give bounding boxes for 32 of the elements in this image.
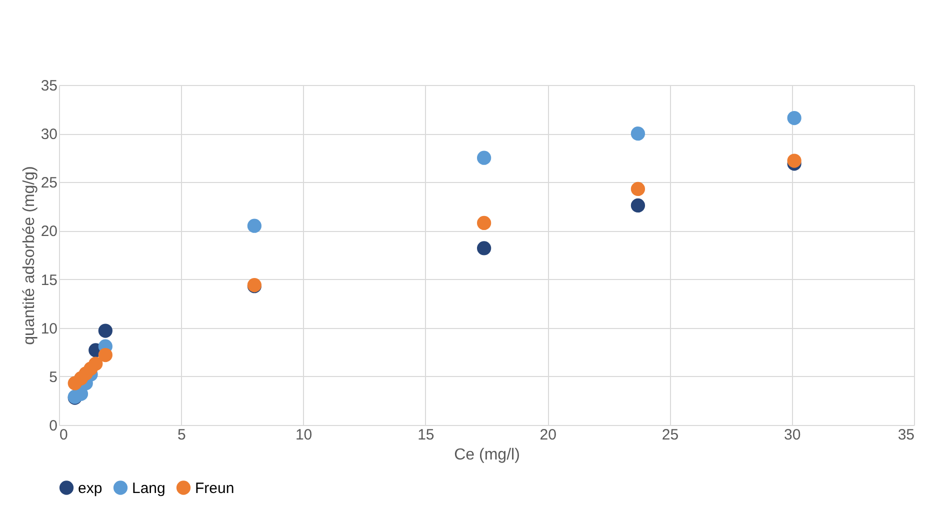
point	[247, 218, 262, 233]
y-tick-label: 25	[40, 174, 58, 192]
point	[88, 356, 103, 371]
x-tick-label: 10	[295, 426, 312, 444]
point	[630, 182, 646, 196]
x-tick-label: 5	[177, 426, 186, 444]
x-axis-title: Ce (mg/l)	[454, 446, 520, 464]
y-tick-label: 5	[49, 368, 58, 386]
y-tick-label: 20	[40, 223, 58, 240]
point	[630, 198, 646, 213]
x-tick-label: 35	[898, 426, 914, 444]
point	[787, 110, 802, 126]
x-tick-label: 0	[60, 426, 68, 444]
point	[476, 241, 492, 256]
point	[98, 348, 112, 362]
x-tick-label: 30	[784, 426, 801, 444]
y-tick-label: 30	[40, 126, 58, 144]
x-tick-label: 15	[418, 426, 434, 444]
legend-label: exp	[78, 480, 102, 497]
point	[98, 324, 112, 338]
point	[630, 126, 646, 141]
legend-label: Freun	[195, 480, 234, 497]
legend-label: Lang	[132, 480, 166, 497]
point	[787, 154, 802, 168]
x-tick-label: 25	[662, 426, 679, 444]
y-tick-label: 35	[40, 78, 58, 94]
point	[476, 150, 492, 165]
y-axis-title: quantité adsorbée (mg/g)	[20, 166, 38, 345]
point	[476, 216, 492, 230]
y-tick-label: 10	[40, 320, 58, 338]
y-tick-label: 15	[40, 272, 58, 289]
x-tick-label: 20	[540, 426, 556, 444]
